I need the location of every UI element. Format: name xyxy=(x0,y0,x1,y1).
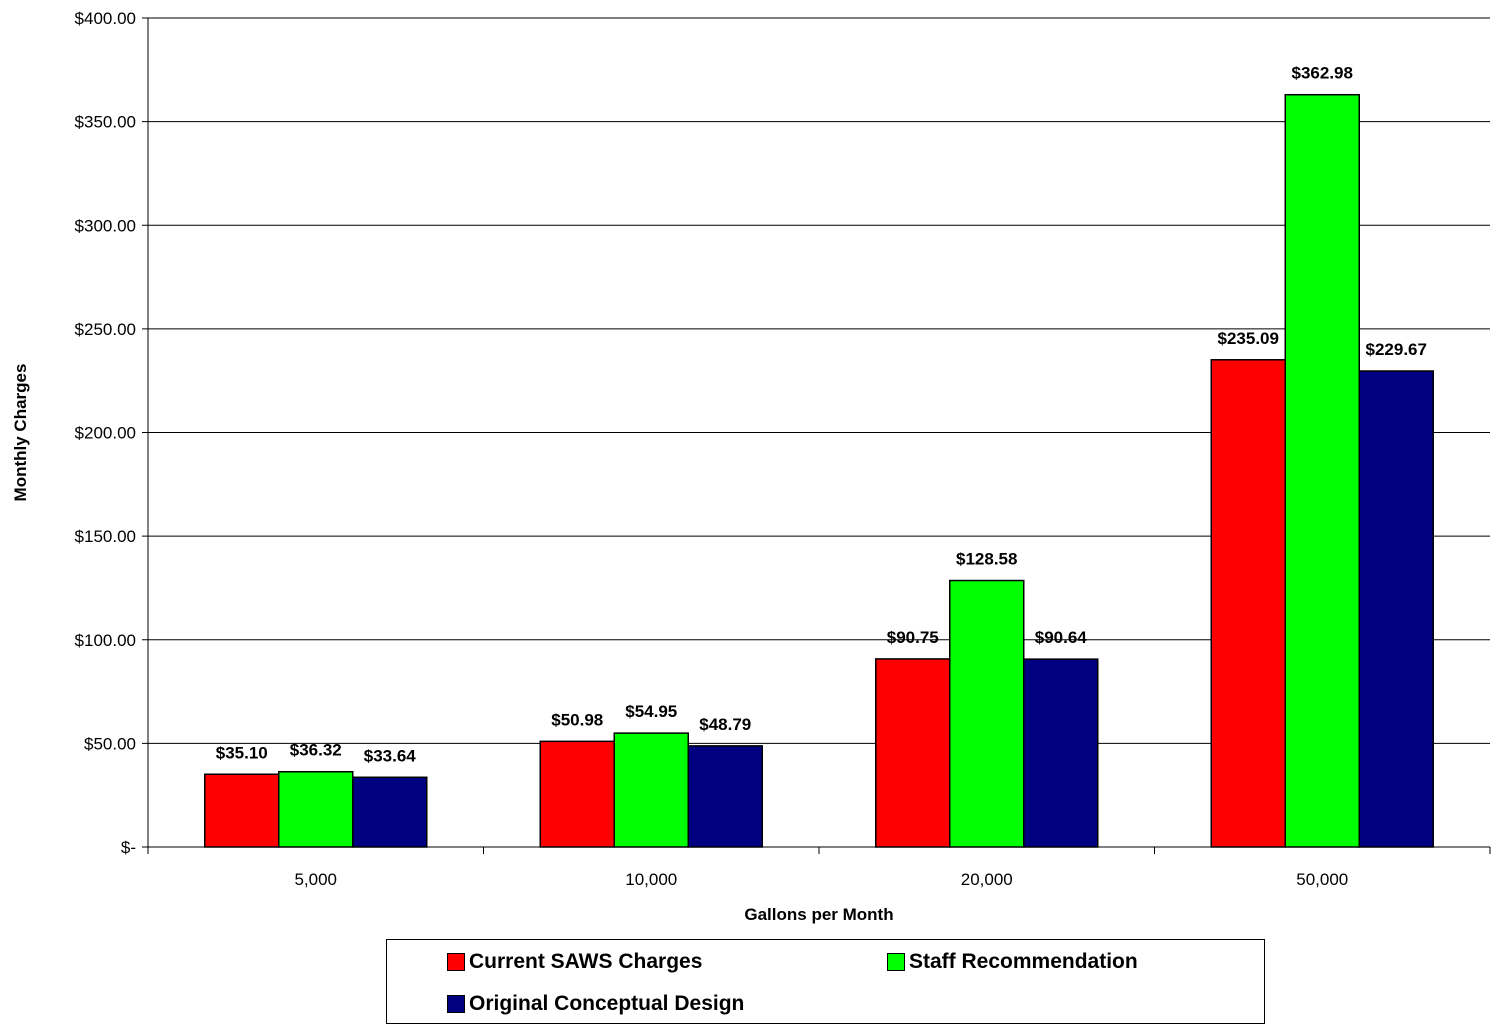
gridlines xyxy=(148,17,1490,744)
y-tick-label: $50.00 xyxy=(84,734,136,753)
x-tick-label: 10,000 xyxy=(625,870,677,889)
legend-swatch-navy xyxy=(447,995,465,1013)
y-tick-label: $150.00 xyxy=(75,527,136,546)
x-axis-title: Gallons per Month xyxy=(744,905,893,924)
bar xyxy=(1358,370,1434,848)
x-tick-label: 20,000 xyxy=(961,870,1013,889)
data-label: $54.95 xyxy=(625,702,677,721)
data-label: $33.64 xyxy=(364,746,417,765)
bar xyxy=(613,732,689,848)
data-label: $90.64 xyxy=(1035,628,1088,647)
y-axis-ticks: $- $50.00 $100.00 $150.00 $200.00 $250.00 $300… xyxy=(75,9,148,857)
legend-item-original-conceptual: Original Conceptual Design xyxy=(447,992,744,1016)
data-label: $128.58 xyxy=(956,550,1017,569)
data-labels: $35.10 $36.32 $33.64 $50.98 $54.95 $48.79 $90.… xyxy=(216,64,1427,766)
y-tick-label: $100.00 xyxy=(75,631,136,650)
data-label: $50.98 xyxy=(551,710,603,729)
x-tick-label: 5,000 xyxy=(294,870,337,889)
legend-item-current-saws: Current SAWS Charges xyxy=(447,950,702,974)
data-label: $229.67 xyxy=(1366,340,1427,359)
legend: Current SAWS Charges Staff Recommendatio… xyxy=(386,939,1265,1024)
y-axis-title: Monthly Charges xyxy=(11,364,30,502)
y-tick-label: $250.00 xyxy=(75,320,136,339)
bar xyxy=(278,770,354,848)
legend-label: Current SAWS Charges xyxy=(469,950,703,973)
data-label: $35.10 xyxy=(216,743,268,762)
legend-label: Staff Recommendation xyxy=(909,950,1138,973)
y-tick-label: $200.00 xyxy=(75,424,136,443)
data-label: $235.09 xyxy=(1218,329,1279,348)
bar xyxy=(875,658,951,848)
bar xyxy=(949,579,1025,848)
bar xyxy=(1023,658,1099,848)
y-tick-label: $300.00 xyxy=(75,216,136,235)
bar-chart: $- $50.00 $100.00 $150.00 $200.00 $250.00 $300… xyxy=(11,9,1491,924)
data-label: $90.75 xyxy=(887,628,939,647)
bars xyxy=(204,93,1434,848)
legend-swatch-green xyxy=(887,953,905,971)
bar xyxy=(352,776,428,848)
x-axis-ticks: 5,000 10,000 20,000 50,000 xyxy=(147,847,1491,889)
data-label: $362.98 xyxy=(1292,64,1353,83)
bar xyxy=(204,773,280,848)
bar xyxy=(1284,93,1360,848)
legend-item-staff-recommendation: Staff Recommendation xyxy=(887,950,1138,974)
legend-label: Original Conceptual Design xyxy=(469,992,745,1015)
x-tick-label: 50,000 xyxy=(1296,870,1348,889)
bar xyxy=(1210,359,1286,848)
data-label: $36.32 xyxy=(290,741,342,760)
legend-swatch-red xyxy=(447,953,465,971)
y-tick-label: $- xyxy=(121,838,136,857)
data-label: $48.79 xyxy=(699,715,751,734)
y-tick-label: $350.00 xyxy=(75,113,136,132)
bar xyxy=(687,745,763,848)
bar xyxy=(539,740,615,848)
y-tick-label: $400.00 xyxy=(75,9,136,28)
